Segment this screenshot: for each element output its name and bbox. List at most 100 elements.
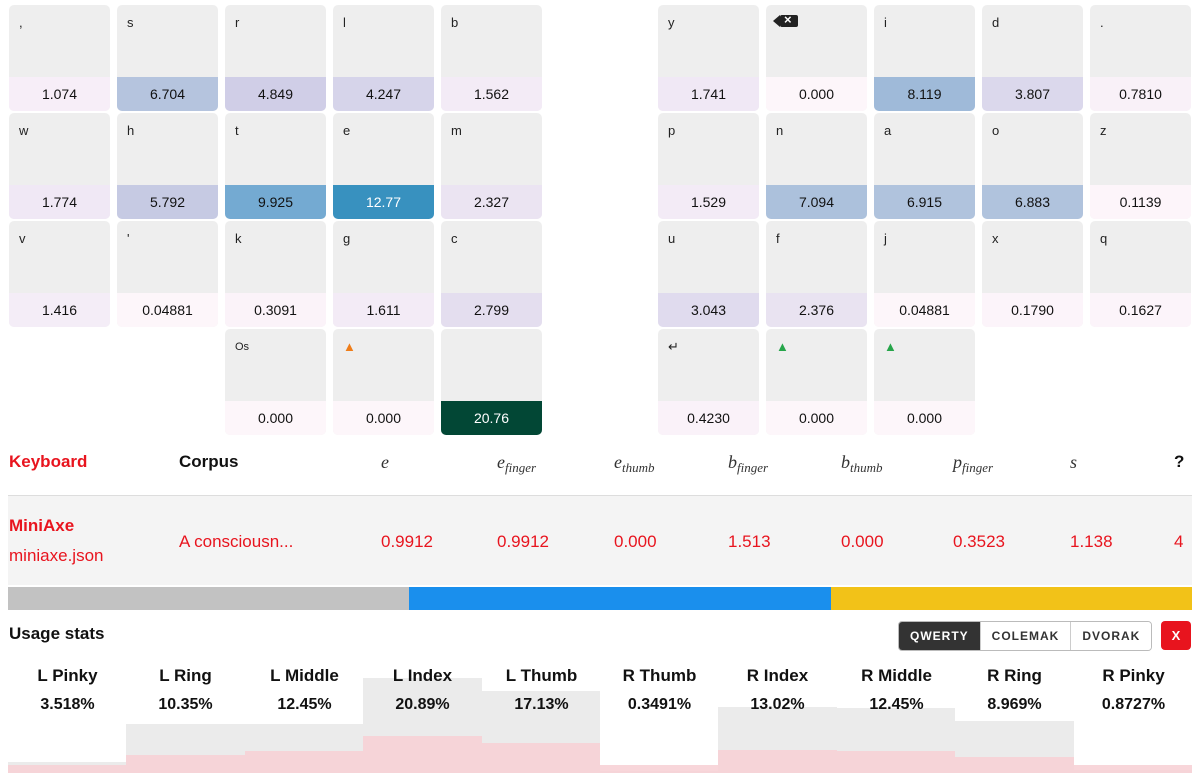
key-left-3[interactable]: l 4.247 xyxy=(333,5,434,111)
key-left-16[interactable]: ▲ 0.000 xyxy=(333,329,434,435)
key-right-0[interactable]: y 1.741 xyxy=(658,5,759,111)
key-label: , xyxy=(19,15,23,30)
key-right-17[interactable]: ▲ 0.000 xyxy=(874,329,975,435)
key-right-5[interactable]: p 1.529 xyxy=(658,113,759,219)
s-cell: 1.138 xyxy=(1070,532,1113,551)
key-label: o xyxy=(992,123,1000,138)
key-right-15[interactable]: ↵ 0.4230 xyxy=(658,329,759,435)
header-b-thumb[interactable]: bthumb xyxy=(841,452,883,475)
finger-usage-bar xyxy=(8,765,126,773)
key-label: k xyxy=(235,231,242,246)
finger-name: L Middle xyxy=(270,666,339,685)
key-right-11[interactable]: f 2.376 xyxy=(766,221,867,327)
key-frequency: 2.327 xyxy=(441,185,542,219)
key-right-4[interactable]: . 0.7810 xyxy=(1090,5,1191,111)
key-frequency: 1.562 xyxy=(441,77,542,111)
finger-name: R Middle xyxy=(861,666,932,685)
table-row[interactable] xyxy=(8,496,1192,585)
finger-percent: 12.45% xyxy=(869,696,924,713)
qwerty-button[interactable]: QWERTY xyxy=(899,622,980,650)
key-left-2[interactable]: r 4.849 xyxy=(225,5,326,111)
balance-segment-0 xyxy=(8,587,409,610)
finger-usage-bar xyxy=(1074,765,1192,773)
finger-percent: 13.02% xyxy=(750,696,805,713)
finger-name: L Ring xyxy=(159,666,212,685)
key-frequency: 0.1627 xyxy=(1090,293,1191,327)
key-label: f xyxy=(776,231,780,246)
finger-percent: 10.35% xyxy=(158,696,213,713)
clear-compare-button[interactable]: X xyxy=(1161,621,1191,650)
finger-percent: 12.45% xyxy=(277,696,332,713)
key-frequency: 6.704 xyxy=(117,77,218,111)
balance-segment-1 xyxy=(409,587,831,610)
key-frequency: 0.3091 xyxy=(225,293,326,327)
finger-percent: 3.518% xyxy=(40,696,95,713)
finger-percent: 0.8727% xyxy=(1101,696,1166,713)
key-right-10[interactable]: u 3.043 xyxy=(658,221,759,327)
key-label: ▲ xyxy=(776,339,789,354)
backspace-icon xyxy=(773,12,798,30)
key-right-8[interactable]: o 6.883 xyxy=(982,113,1083,219)
key-frequency: 0.04881 xyxy=(874,293,975,327)
key-left-11[interactable]: ' 0.04881 xyxy=(117,221,218,327)
finger-usage-bar xyxy=(600,765,718,773)
finger-usage-bar xyxy=(245,751,363,773)
header-s[interactable]: s xyxy=(1070,452,1078,472)
help-button[interactable]: ? xyxy=(1174,452,1185,471)
key-left-10[interactable]: v 1.416 xyxy=(9,221,110,327)
header-divider xyxy=(8,495,1192,496)
key-label: l xyxy=(343,15,346,30)
key-left-15[interactable]: Os 0.000 xyxy=(225,329,326,435)
header-corpus[interactable]: Corpus xyxy=(179,452,239,471)
key-frequency: 12.77 xyxy=(333,185,434,219)
header-e[interactable]: e xyxy=(381,452,389,472)
key-left-4[interactable]: b 1.562 xyxy=(441,5,542,111)
key-left-12[interactable]: k 0.3091 xyxy=(225,221,326,327)
backspace-icon-shape xyxy=(773,12,798,28)
key-label: ↵ xyxy=(668,339,679,354)
header-p-finger[interactable]: pfinger xyxy=(953,452,994,475)
key-right-3[interactable]: d 3.807 xyxy=(982,5,1083,111)
key-label: g xyxy=(343,231,351,246)
b-thumb-cell: 0.000 xyxy=(841,532,884,551)
key-frequency: 3.807 xyxy=(982,77,1083,111)
key-frequency: 6.883 xyxy=(982,185,1083,219)
key-left-9[interactable]: m 2.327 xyxy=(441,113,542,219)
key-right-16[interactable]: ▲ 0.000 xyxy=(766,329,867,435)
header-b-finger[interactable]: bfinger xyxy=(728,452,769,475)
key-frequency: 0.000 xyxy=(874,401,975,435)
key-right-7[interactable]: a 6.915 xyxy=(874,113,975,219)
finger-usage-bar xyxy=(718,750,837,773)
colemak-button[interactable]: COLEMAK xyxy=(979,622,1071,650)
header-e-thumb[interactable]: ethumb xyxy=(614,452,655,475)
key-right-1[interactable]: 0.000 xyxy=(766,5,867,111)
key-left-6[interactable]: h 5.792 xyxy=(117,113,218,219)
dvorak-button[interactable]: DVORAK xyxy=(1070,622,1152,650)
finger-usage-bar xyxy=(837,751,955,773)
key-frequency: 0.04881 xyxy=(117,293,218,327)
header-keyboard[interactable]: Keyboard xyxy=(9,452,88,471)
header-e-finger[interactable]: efinger xyxy=(497,452,537,475)
finger-name: L Thumb xyxy=(505,666,578,685)
key-right-9[interactable]: z 0.1139 xyxy=(1090,113,1191,219)
key-left-5[interactable]: w 1.774 xyxy=(9,113,110,219)
key-left-0[interactable]: , 1.074 xyxy=(9,5,110,111)
key-left-14[interactable]: c 2.799 xyxy=(441,221,542,327)
key-left-7[interactable]: t 9.925 xyxy=(225,113,326,219)
key-right-2[interactable]: i 8.119 xyxy=(874,5,975,111)
key-right-13[interactable]: x 0.1790 xyxy=(982,221,1083,327)
finger-name: R Index xyxy=(746,666,809,685)
key-frequency: 0.000 xyxy=(333,401,434,435)
key-right-14[interactable]: q 0.1627 xyxy=(1090,221,1191,327)
key-right-12[interactable]: j 0.04881 xyxy=(874,221,975,327)
b-finger-cell: 1.513 xyxy=(728,532,771,551)
key-left-13[interactable]: g 1.611 xyxy=(333,221,434,327)
key-right-6[interactable]: n 7.094 xyxy=(766,113,867,219)
finger-usage-bar xyxy=(482,743,600,773)
key-label: t xyxy=(235,123,239,138)
key-label: c xyxy=(451,231,458,246)
key-left-8[interactable]: e 12.77 xyxy=(333,113,434,219)
key-frequency: 0.000 xyxy=(766,401,867,435)
key-left-17[interactable]: 20.76 xyxy=(441,329,542,435)
key-left-1[interactable]: s 6.704 xyxy=(117,5,218,111)
